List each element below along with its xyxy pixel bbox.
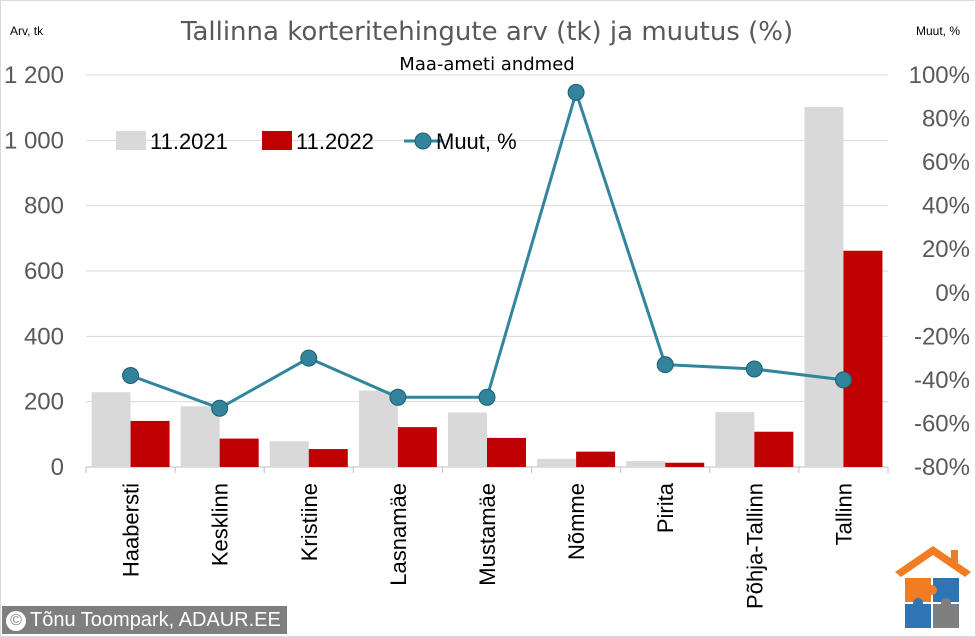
left-axis-ticks: 0 200 400 600 800 1 000 1 200 <box>4 62 64 481</box>
bar-11-2022-7 <box>754 431 794 467</box>
left-tick-label-0: 0 <box>51 454 64 481</box>
category-label-8: Tallinn <box>831 483 856 545</box>
legend-swatch-11-2022 <box>262 131 292 150</box>
chart-subtitle: Maa-ameti andmed <box>399 54 574 75</box>
legend-swatch-11-2021 <box>116 131 146 150</box>
change-marker-2 <box>300 349 318 367</box>
bar-11-2022-3 <box>397 427 437 467</box>
category-label-1: Kesklinn <box>208 483 233 566</box>
change-marker-4 <box>478 388 496 406</box>
right-tick-label-7: 60% <box>922 149 970 176</box>
category-label-5: Nõmme <box>564 483 589 560</box>
bar-11-2022-6 <box>665 462 705 467</box>
change-marker-5 <box>567 83 585 101</box>
right-tick-label-0: -80% <box>914 454 970 481</box>
right-tick-label-9: 100% <box>909 62 970 89</box>
house-puzzle-logo <box>895 546 971 628</box>
left-tick-label-1: 200 <box>24 389 64 416</box>
right-axis-ticks: -80% -60% -40% -20% 0% 20% 40% 60% 80% 100% <box>909 62 970 481</box>
bar-11-2021-2 <box>269 441 309 467</box>
category-label-2: Kristiine <box>297 483 322 561</box>
left-tick-label-6: 1 200 <box>4 62 64 89</box>
left-tick-label-5: 1 000 <box>4 127 64 154</box>
right-tick-label-6: 40% <box>922 193 970 220</box>
bar-11-2021-1 <box>180 406 220 467</box>
bar-11-2021-8 <box>804 107 844 467</box>
change-marker-8 <box>834 371 852 389</box>
bar-11-2022-8 <box>843 250 883 467</box>
right-tick-label-5: 20% <box>922 236 970 263</box>
left-axis-label: Arv, tk <box>10 24 44 38</box>
category-label-0: Haabersti <box>119 483 144 577</box>
change-marker-1 <box>211 399 229 417</box>
legend-label-11-2021: 11.2021 <box>150 129 228 154</box>
right-axis-label: Muut, % <box>916 24 960 38</box>
change-marker-0 <box>122 367 140 385</box>
category-label-7: Põhja-Tallinn <box>742 483 767 609</box>
copyright-text: Tõnu Toompark, ADAUR.EE <box>30 609 281 631</box>
bar-11-2021-4 <box>448 412 487 467</box>
logo-knob-2 <box>913 598 923 608</box>
logo-knob-1 <box>927 585 937 595</box>
right-tick-label-4: 0% <box>935 280 970 307</box>
category-label-4: Mustamäe <box>475 483 500 586</box>
bar-11-2021-3 <box>358 390 398 467</box>
legend-marker <box>414 132 432 150</box>
change-marker-3 <box>389 388 407 406</box>
logo-knob-3 <box>941 598 951 608</box>
bars <box>91 107 883 467</box>
right-tick-label-8: 80% <box>922 106 970 133</box>
right-tick-label-3: -20% <box>914 323 970 350</box>
logo-chimney <box>951 550 958 564</box>
chart-title: Tallinna korteritehingute arv (tk) ja mu… <box>180 17 793 47</box>
bar-11-2021-0 <box>91 392 131 467</box>
category-labels: Haabersti Kesklinn Kristiine Lasnamäe Mustam… <box>119 482 857 609</box>
left-tick-label-2: 400 <box>24 323 64 350</box>
bar-11-2022-4 <box>487 437 526 467</box>
copyright-icon: © <box>6 611 26 631</box>
copyright-badge: © Tõnu Toompark, ADAUR.EE <box>2 606 287 634</box>
bar-11-2022-5 <box>576 451 616 467</box>
category-label-3: Lasnamäe <box>386 483 411 586</box>
change-line <box>122 83 852 417</box>
left-tick-label-3: 600 <box>24 258 64 285</box>
logo-roof <box>895 546 971 577</box>
bar-11-2021-5 <box>537 458 577 467</box>
change-marker-6 <box>656 356 674 374</box>
category-label-6: Pirita <box>653 482 678 533</box>
change-marker-7 <box>745 360 763 378</box>
bar-11-2022-1 <box>219 438 259 467</box>
bar-11-2022-0 <box>130 420 170 467</box>
legend-label-11-2022: 11.2022 <box>296 129 374 154</box>
right-tick-label-2: -40% <box>914 367 970 394</box>
bar-11-2022-2 <box>308 449 348 467</box>
bar-11-2021-6 <box>626 461 666 467</box>
legend: 11.2021 11.2022 Muut, % <box>116 129 517 154</box>
bar-11-2021-7 <box>715 412 755 467</box>
legend-label-muut: Muut, % <box>436 129 517 154</box>
left-tick-label-4: 800 <box>24 193 64 220</box>
right-tick-label-1: -60% <box>914 410 970 437</box>
